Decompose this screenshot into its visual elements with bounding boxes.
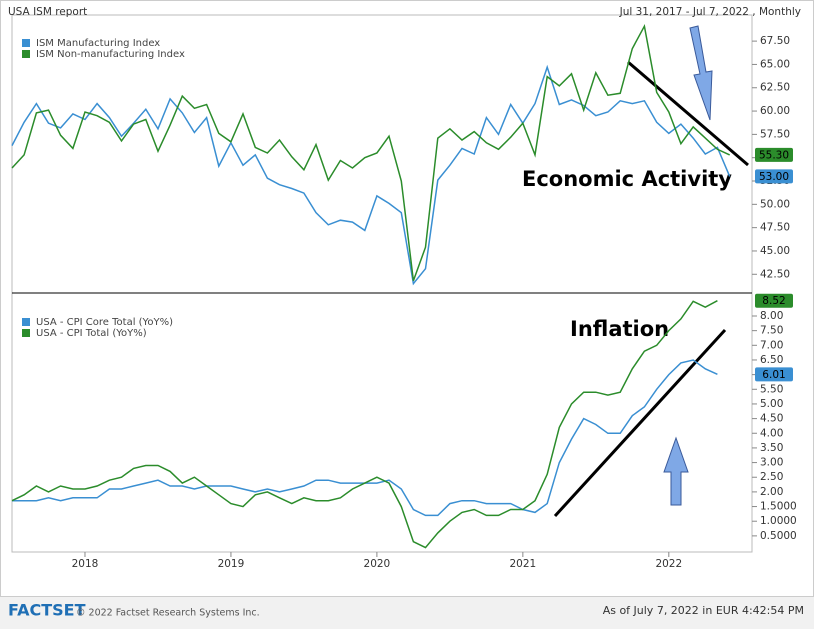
copyright: © 2022 Factset Research Systems Inc. (76, 608, 260, 619)
end-label-box (755, 147, 793, 162)
y-tick-label: 3.00 (760, 457, 783, 469)
logo: FACTSET (8, 601, 86, 620)
legend-swatch (22, 39, 30, 47)
frame (0, 0, 814, 597)
trend-line (627, 60, 749, 167)
y-tick-label: 7.00 (760, 339, 783, 351)
x-tick-label: 2020 (364, 558, 391, 570)
chart-subtitle: Jul 31, 2017 - Jul 7, 2022 , Monthly (619, 6, 801, 18)
y-tick-label: 62.50 (760, 82, 790, 94)
as-of: As of July 7, 2022 in EUR 4:42:54 PM (603, 604, 804, 617)
y-tick-label: 45.00 (760, 245, 790, 257)
y-tick-label: 1.5000 (760, 501, 797, 513)
chart-title: USA ISM report (8, 6, 87, 18)
y-tick-label: 7.50 (760, 325, 783, 337)
y-tick-label: 50.00 (760, 198, 790, 210)
y-tick-label: 2.50 (760, 471, 783, 483)
end-label: 8.52 (762, 295, 785, 307)
y-tick-label: 47.50 (760, 222, 790, 234)
end-label-box (755, 169, 793, 184)
y-tick-label: 1.0000 (760, 515, 797, 527)
annotation: Inflation (570, 317, 669, 341)
x-tick-label: 2022 (655, 558, 682, 570)
legend-label: USA - CPI Core Total (YoY%) (36, 317, 173, 328)
legend-label: ISM Manufacturing Index (36, 38, 160, 49)
y-tick-label: 5.50 (760, 383, 783, 395)
footer-band (0, 597, 814, 629)
y-tick-label: 67.50 (760, 35, 790, 47)
series-line (11, 23, 731, 282)
series-line (11, 64, 731, 286)
y-tick-label: 0.5000 (760, 530, 797, 542)
x-tick-label: 2018 (72, 558, 99, 570)
y-tick-label: 4.50 (760, 413, 783, 425)
y-tick-label: 5.00 (760, 398, 783, 410)
trend-line (553, 328, 727, 518)
arrow-up (663, 436, 689, 506)
y-tick-label: 4.00 (760, 427, 783, 439)
legend-label: USA - CPI Total (YoY%) (36, 328, 147, 339)
end-label-box (755, 293, 793, 308)
y-tick-label: 3.50 (760, 442, 783, 454)
end-label-box (755, 367, 793, 382)
legend-swatch (22, 318, 30, 326)
legend-swatch (22, 329, 30, 337)
y-tick-label: 6.50 (760, 354, 783, 366)
y-tick-label: 60.00 (760, 105, 790, 117)
y-tick-label: 57.50 (760, 128, 790, 140)
y-tick-label: 65.00 (760, 58, 790, 70)
legend-label: ISM Non-manufacturing Index (36, 49, 185, 60)
series-line (11, 300, 718, 549)
x-tick-label: 2021 (509, 558, 536, 570)
y-tick-label: 42.50 (760, 268, 790, 280)
y-tick-label: 8.00 (760, 310, 783, 322)
plot-frame (11, 14, 753, 553)
end-label: 53.00 (759, 171, 789, 183)
end-label: 6.01 (762, 369, 785, 381)
legend-swatch (22, 50, 30, 58)
y-tick-label: 2.00 (760, 486, 783, 498)
annotation: Economic Activity (522, 167, 732, 191)
end-label: 55.30 (759, 149, 789, 161)
arrow-down (689, 25, 713, 121)
x-tick-label: 2019 (218, 558, 245, 570)
